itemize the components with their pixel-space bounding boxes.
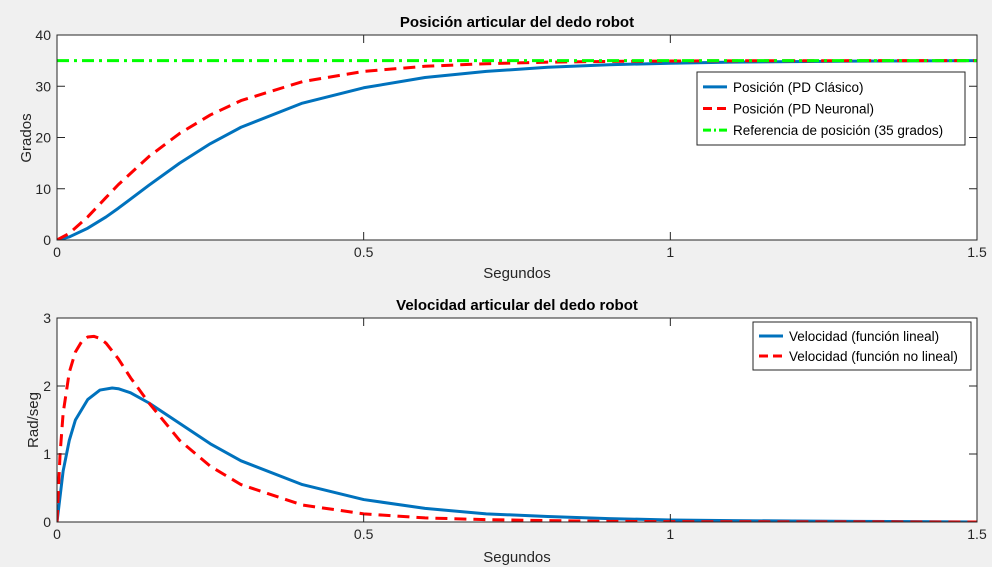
velocity-y-axis-label: Rad/seg <box>25 392 42 448</box>
position-series-group <box>57 59 977 240</box>
position-y-tick-label: 20 <box>35 130 51 146</box>
position-legend-label: Posición (PD Neuronal) <box>733 102 874 117</box>
velocity-x-tick-label: 1.5 <box>967 526 987 542</box>
velocity-axes: Velocidad articular del dedo robot Segun… <box>25 297 987 566</box>
velocity-legend-box <box>752 321 972 371</box>
position-chart-title: Posición articular del dedo robot <box>400 14 634 31</box>
velocity-legend-label: Velocidad (función no lineal) <box>789 349 958 364</box>
velocity-x-axis-label: Segundos <box>483 549 551 566</box>
position-legend: Posición (PD Clásico) Posición (PD Neuron… <box>696 71 966 146</box>
velocity-legend: Velocidad (función lineal) Velocidad (fun… <box>752 321 972 371</box>
position-y-tick-label: 10 <box>35 181 51 197</box>
velocity-y-tick-label: 0 <box>43 514 51 530</box>
velocity-chart-title: Velocidad articular del dedo robot <box>396 297 638 314</box>
position-series-line-2 <box>57 59 977 240</box>
position-x-axis-label: Segundos <box>483 265 551 282</box>
position-x-tick-label: 0 <box>53 244 61 260</box>
position-axes: Posición articular del dedo robot Segund… <box>18 14 987 282</box>
position-legend-box <box>696 71 966 146</box>
velocity-y-tick-label: 1 <box>43 446 51 462</box>
position-x-tick-label: 1.5 <box>967 244 987 260</box>
position-y-tick-label: 40 <box>35 27 51 43</box>
position-x-tick-label: 0.5 <box>354 244 374 260</box>
position-legend-label: Referencia de posición (35 grados) <box>733 123 943 138</box>
position-x-tick-label: 1 <box>666 244 674 260</box>
velocity-axes-box <box>56 317 978 523</box>
velocity-legend-label: Velocidad (función lineal) <box>789 329 939 344</box>
velocity-y-tick-label: 2 <box>43 378 51 394</box>
velocity-y-tick-label: 3 <box>43 310 51 326</box>
position-y-axis-label: Grados <box>18 113 35 162</box>
velocity-x-tick-label: 0.5 <box>354 526 374 542</box>
velocity-series-group <box>57 334 977 522</box>
velocity-x-tick-label: 0 <box>53 526 61 542</box>
velocity-x-tick-label: 1 <box>666 526 674 542</box>
position-y-tick-label: 30 <box>35 78 51 94</box>
velocity-series-line-2 <box>57 334 977 522</box>
position-legend-label: Posición (PD Clásico) <box>733 80 864 95</box>
position-y-tick-label: 0 <box>43 232 51 248</box>
